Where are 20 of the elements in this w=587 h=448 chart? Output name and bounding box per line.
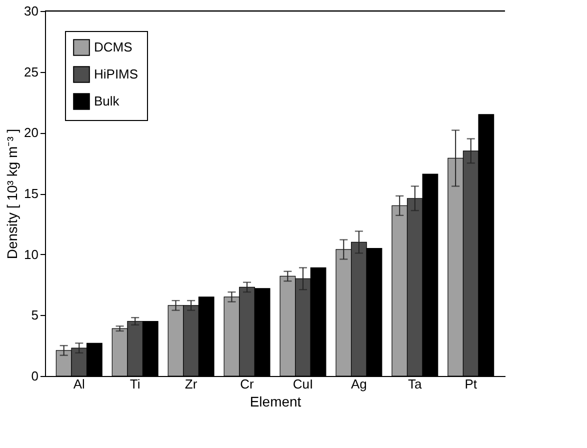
y-tick-label: 25 xyxy=(24,64,38,80)
x-tick-label: Cr xyxy=(240,376,255,392)
x-tick-label: Pt xyxy=(464,376,478,392)
x-tick-label: Ti xyxy=(130,376,140,392)
x-axis-title: Element xyxy=(250,394,302,410)
y-tick-label: 15 xyxy=(24,186,38,201)
x-tick-label: Ta xyxy=(408,376,423,392)
y-tick-label: 10 xyxy=(24,246,38,262)
y-tick-label: 30 xyxy=(24,4,38,18)
x-tick-label: Ag xyxy=(350,376,367,392)
y-tick-label: 5 xyxy=(31,308,38,323)
legend-label: DCMS xyxy=(94,40,133,54)
x-tick-label: CuI xyxy=(292,376,314,392)
y-tick-label: 20 xyxy=(24,125,38,140)
y-tick-label: 0 xyxy=(31,368,38,384)
x-tick-label: Zr xyxy=(184,376,198,392)
x-tick-label: Al xyxy=(73,376,86,392)
legend-label: Bulk xyxy=(94,94,120,108)
legend-label: HiPIMS xyxy=(94,66,138,82)
y-axis-title: Density [ 10³ kg m⁻³ ] xyxy=(4,128,20,260)
